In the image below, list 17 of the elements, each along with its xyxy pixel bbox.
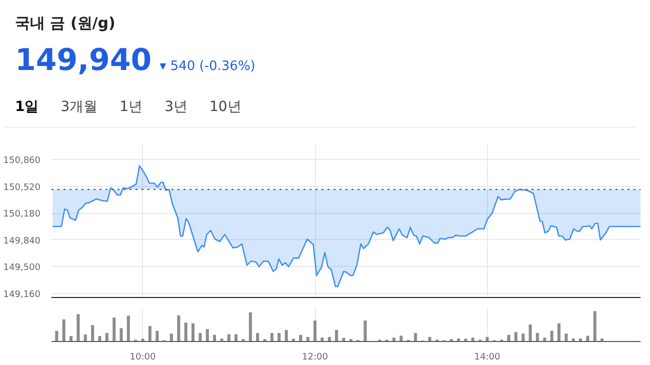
y-tick-label: 150,180 xyxy=(3,210,41,220)
y-tick-label: 149,840 xyxy=(3,236,41,246)
text: 3년 xyxy=(164,99,188,116)
text: 10년 xyxy=(210,99,242,116)
text: 1년 xyxy=(120,99,143,116)
x-tick-label: 12:00 xyxy=(302,352,328,362)
y-tick-label: 150,520 xyxy=(3,182,41,193)
x-tick-label: 10:00 xyxy=(130,352,156,362)
chart-subtitle: 149,940 xyxy=(15,43,152,78)
chart-title: 국내 금 (원/g) xyxy=(15,13,116,34)
x-tick-label: 14:00 xyxy=(474,352,500,362)
text: 1일 xyxy=(15,99,39,116)
text: ▾ 540 (-0.36%) xyxy=(160,59,256,74)
y-tick-label: 149,160 xyxy=(3,290,41,300)
text: 3개월 xyxy=(60,99,98,116)
y-tick-label: 149,500 xyxy=(3,263,41,274)
y-tick-label: 150,860 xyxy=(3,156,41,166)
